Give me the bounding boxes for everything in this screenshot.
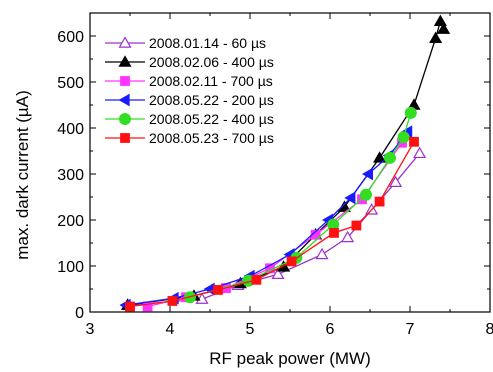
legend-item-5: 2008.05.22 - 400 µs: [105, 111, 274, 127]
legend-label: 2008.01.14 - 60 µs: [149, 35, 266, 51]
data-point: [120, 133, 130, 143]
x-tick-label: 6: [326, 321, 335, 338]
data-point: [409, 136, 419, 147]
legend-item-4: 2008.05.22 - 200 µs: [105, 92, 274, 108]
x-axis-label: RF peak power (MW): [209, 349, 371, 368]
y-tick-label: 200: [57, 213, 84, 230]
data-point: [360, 188, 372, 201]
data-point: [389, 175, 403, 188]
data-point: [437, 22, 451, 34]
legend-item-6: 2008.05.23 - 700 µs: [105, 130, 274, 146]
data-point: [373, 151, 387, 163]
x-tick-label: 3: [86, 321, 95, 338]
data-point: [341, 230, 355, 243]
y-tick-label: 100: [57, 259, 84, 276]
legend-item-1: 2008.01.14 - 60 µs: [105, 35, 266, 51]
data-point: [351, 220, 362, 231]
data-point: [167, 296, 178, 306]
data-point: [118, 55, 132, 67]
data-point: [374, 196, 385, 207]
y-tick-label: 0: [75, 305, 84, 322]
x-tick-label: 4: [166, 321, 175, 338]
series-line: [147, 142, 403, 308]
y-tick-label: 300: [57, 167, 84, 184]
series-line: [127, 152, 421, 306]
data-point: [286, 256, 297, 267]
y-tick-label: 500: [57, 75, 84, 92]
data-point: [213, 285, 223, 295]
data-point: [315, 247, 329, 260]
data-point: [120, 76, 130, 86]
legend-label: 2008.05.22 - 400 µs: [149, 111, 274, 127]
series-line: [125, 131, 409, 306]
legend-label: 2008.02.06 - 400 µs: [149, 54, 274, 70]
data-point: [118, 93, 130, 107]
data-point: [384, 151, 396, 164]
series-layer: [119, 14, 451, 312]
x-tick-label: 7: [406, 321, 415, 338]
data-point: [119, 113, 131, 125]
data-point: [433, 14, 447, 27]
data-point: [404, 106, 417, 119]
data-point: [397, 131, 410, 144]
data-point: [125, 301, 135, 312]
legend-item-3: 2008.02.11 - 700 µs: [105, 73, 273, 89]
data-point: [429, 31, 443, 44]
series-6: [125, 136, 419, 312]
data-point: [251, 274, 262, 285]
series-3: [142, 137, 407, 312]
data-point: [118, 36, 132, 48]
series-1: [121, 146, 427, 310]
data-point: [329, 227, 339, 238]
data-point: [361, 167, 374, 181]
legend-label: 2008.05.22 - 200 µs: [149, 92, 274, 108]
legend-item-2: 2008.02.06 - 400 µs: [105, 54, 274, 70]
x-tick-label: 5: [246, 321, 255, 338]
y-tick-label: 600: [57, 29, 84, 46]
y-axis-label: max. dark current (µA): [13, 90, 32, 259]
legend-label: 2008.02.11 - 700 µs: [149, 73, 273, 89]
series-4: [119, 125, 413, 312]
series-line: [129, 141, 415, 308]
y-tick-label: 400: [57, 121, 84, 138]
data-point: [413, 146, 427, 159]
data-point: [344, 191, 356, 205]
axes-layer: 3 4 5 6 7 8 0 100 200 300 400 500 600: [57, 12, 493, 338]
x-tick-label: 8: [486, 321, 493, 338]
data-point: [271, 267, 285, 280]
legend: 2008.01.14 - 60 µs 2008.02.06 - 400 µs 200…: [105, 35, 274, 146]
legend-label: 2008.05.23 - 700 µs: [149, 130, 274, 146]
